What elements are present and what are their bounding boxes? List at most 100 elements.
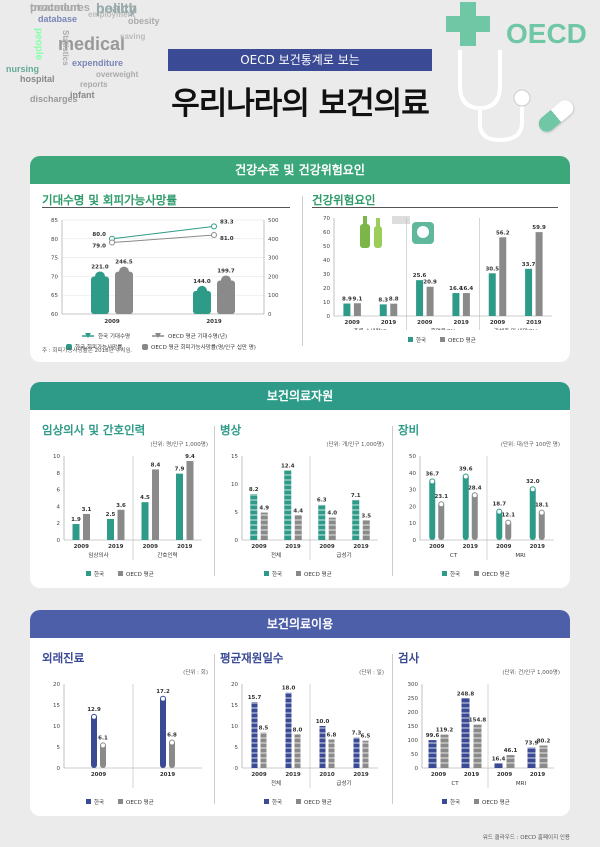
korea-bar [428,740,437,768]
korea-data-label: 30.5 [485,266,499,272]
section-health-utilization: 보건의료이용 외래진료 (단위 : 회) 0 5 10 15 20 12.9 6.1 2009… [30,610,570,816]
panel-unit: (단위: 건/인구 1,000명) [502,670,560,676]
panel-unit: (단위: 명/인구 1,000명) [150,442,208,448]
group-label: 전체 [271,779,281,787]
legend-oecd-swatch [296,799,301,804]
korea-bar [343,303,351,316]
y-tick-label: 0 [235,766,239,772]
y-tick-label: 15 [231,454,238,460]
oecd-data-label: 20.9 [423,280,437,286]
korea-data-label: 15.7 [248,695,262,701]
y-tick-label: 50 [409,454,416,460]
oecd-data-label: 28.4 [468,485,482,491]
korea-bar [91,713,97,768]
korea-bar-cap [430,479,435,484]
y2-tick-label: 300 [268,256,279,262]
korea-bar [107,519,114,540]
panel-outpatient: 외래진료 (단위 : 회) 0 5 10 15 20 12.9 6.1 2009 17.2 6.8… [42,650,208,816]
korea-bar [319,726,326,768]
panel-length-of-stay: 평균재원일수 (단위 : 일) 0 5 10 15 20 15.7 8.5 2009 18.0 8… [220,650,384,816]
korea-bar-cap [497,509,502,514]
y-tick-label: 15 [53,703,60,709]
korea-data-label: 12.9 [87,707,101,713]
y-tick-label: 10 [231,482,238,488]
panel-unit: (단위: 개/인구 1,000명) [326,442,384,448]
x-tick-label: 2009 [345,320,360,326]
y-tick-label: 300 [408,682,419,688]
x-tick-label: 2009 [74,544,89,550]
group-label: CT [450,553,458,559]
visits-legend: 한국 OECD 평균 [86,799,154,806]
group-label: 급성기 [336,779,351,787]
y-tick-label: 2 [57,521,61,527]
panel-title: 병상 [220,423,242,437]
oecd-bar [390,303,398,316]
oecd-avoid-bar-cap [221,275,231,286]
legend-korea-swatch [86,799,91,804]
x-tick-label: 2019 [160,772,175,778]
y-tick-label: 5 [57,745,61,751]
group-label: 주류 소비량(ℓ) [354,327,388,330]
oecd-bar [473,724,482,768]
legend-kr-avoid: 한국 회피가능사망률 [75,343,122,351]
oecd-avoid-label: 199.7 [217,268,235,274]
word-cloud-word: reports [80,80,108,89]
panel-unit: (단위 : 일) [359,670,384,676]
x-tick-label: 2019 [285,772,300,778]
oecd-bar-cap [101,743,105,748]
oecd-bar-cap [439,502,444,507]
y-tick-label: 150 [408,724,419,730]
oecd-life-label: 81.0 [220,236,234,242]
korea-bar [250,494,258,540]
oecd-bar [328,517,336,540]
korea-data-label: 8.2 [249,487,259,493]
word-cloud-word: medical [58,34,126,54]
oecd-data-label: 6.5 [361,734,371,740]
y-tick-label: 0 [57,538,61,544]
legend-oecd: OECD 평균 [482,799,510,806]
word-cloud-word: database [38,14,78,24]
x-tick-label: 2009 [104,319,119,325]
panel-unit: (단위 : 회) [183,670,208,676]
oecd-bar-cap [170,740,174,745]
word-cloud-word: employment [88,10,136,19]
panel-title: 장비 [398,423,420,437]
doctors-legend: 한국 OECD 평균 [86,571,154,578]
x-tick-label: 2009 [496,544,511,550]
oecd-life-line [111,234,215,244]
oecd-bar [328,739,335,768]
legend-korea: 한국 [94,571,104,578]
kr-life-point [211,223,217,230]
word-cloud: treatment health database employment obesity… [0,0,200,130]
korea-data-label: 6.3 [317,498,327,504]
korea-data-label: 16.4 [449,286,463,292]
oecd-data-label: 8.8 [389,297,399,303]
oecd-data-label: 16.4 [460,286,474,292]
oecd-bar [260,732,267,768]
oecd-bar [260,512,268,540]
oecd-data-label: 56.2 [496,230,510,236]
legend-korea-swatch [442,571,447,576]
page-subtitle: OECD 보건통계로 보는 [168,49,432,71]
word-cloud-word: obesity [128,16,160,26]
korea-data-label: 8.9 [342,297,352,303]
y-tick-label: 70 [51,274,58,280]
panel-life-expectancy: 기대수명 및 회피가능사망률 60 65 70 75 80 85 0 100 200 300 400… [42,192,290,362]
legend-oecd: OECD 평균 [304,799,332,806]
stethoscope-icon [458,50,531,143]
panel-doctors-nurses: 임상의사 및 간호인력 (단위: 명/인구 1,000명) 0 2 4 6 8 10 1.9… [42,422,208,588]
y-tick-label: 5 [235,510,239,516]
x-tick-label: 2019 [285,544,300,550]
oecd-bar [169,739,175,768]
y-tick-label: 0 [57,766,61,772]
y-tick-label: 50 [323,244,330,250]
korea-data-label: 99.6 [426,733,440,739]
y-tick-label: 75 [51,256,58,262]
y2-tick-label: 0 [268,312,272,318]
legend-korea-swatch [86,571,91,576]
y-tick-label: 6 [57,488,61,494]
x-tick-label: 2009 [497,772,512,778]
korea-data-label: 32.0 [526,479,540,485]
y-tick-label: 10 [323,300,330,306]
